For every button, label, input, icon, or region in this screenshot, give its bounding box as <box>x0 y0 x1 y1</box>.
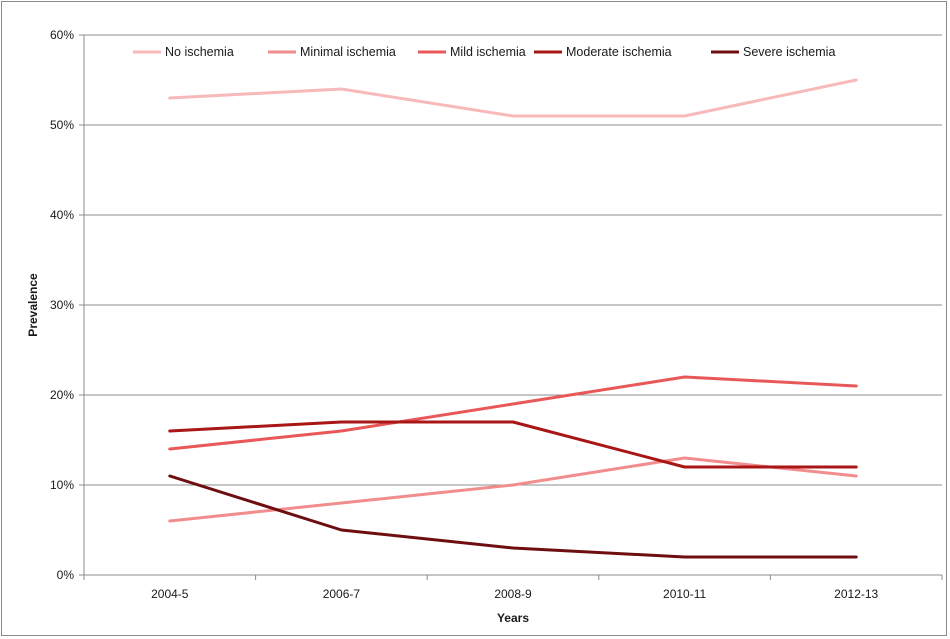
series-lines <box>168 78 858 559</box>
x-tick-label: 2008-9 <box>494 587 532 601</box>
series-line-no-ischemia <box>168 78 858 118</box>
x-tick-label: 2006-7 <box>323 587 361 601</box>
legend-item: Moderate ischemia <box>534 45 672 59</box>
legend: No ischemia Minimal ischemia Mild ischemia… <box>133 45 835 59</box>
y-tick-label: 40% <box>50 208 74 222</box>
series-line-severe-ischemia <box>168 474 858 559</box>
series-line-moderate-ischemia <box>168 420 858 469</box>
x-tick-labels: 2004-5 2006-7 2008-9 2010-11 2012-13 <box>151 587 878 601</box>
legend-label: Moderate ischemia <box>566 45 672 59</box>
legend-label: Mild ischemia <box>450 45 526 59</box>
y-tick-label: 20% <box>50 388 74 402</box>
x-axis-label: Years <box>497 611 529 625</box>
y-axis-label: Prevalence <box>26 273 40 337</box>
y-tick-label: 60% <box>50 28 74 42</box>
y-tick-label: 50% <box>50 118 74 132</box>
x-tick-label: 2010-11 <box>663 587 706 601</box>
y-tick-label: 30% <box>50 298 74 312</box>
x-tick-label: 2012-13 <box>834 587 878 601</box>
legend-label: Minimal ischemia <box>300 45 396 59</box>
series-line-minimal-ischemia <box>168 456 858 523</box>
x-tick-label: 2004-5 <box>151 587 189 601</box>
series-line-mild-ischemia <box>168 375 858 451</box>
gridlines <box>84 34 942 486</box>
legend-label: Severe ischemia <box>743 45 835 59</box>
y-tick-labels: 0% 10% 20% 30% 40% 50% 60% <box>50 28 74 582</box>
y-tick-label: 0% <box>57 568 75 582</box>
legend-item: Mild ischemia <box>418 45 526 59</box>
legend-item: Minimal ischemia <box>268 45 396 59</box>
legend-item: Severe ischemia <box>711 45 835 59</box>
legend-item: No ischemia <box>133 45 234 59</box>
axes <box>79 34 943 580</box>
legend-label: No ischemia <box>165 45 234 59</box>
y-tick-label: 10% <box>50 478 74 492</box>
